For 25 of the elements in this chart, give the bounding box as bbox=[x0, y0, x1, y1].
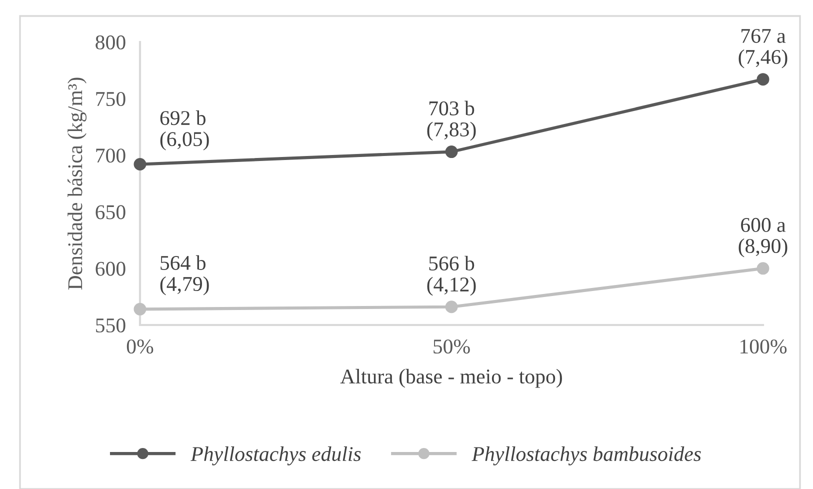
y-axis-title: Densidade básica (kg/m³) bbox=[68, 78, 87, 290]
y-tick-label: 700 bbox=[96, 148, 126, 163]
x-tick-label: 100% bbox=[740, 339, 787, 354]
data-label: 564 b (4,79) bbox=[160, 255, 209, 296]
legend-label: Phyllostachys bambusoides bbox=[472, 446, 701, 466]
point bbox=[756, 73, 770, 86]
y-tick-label: 800 bbox=[96, 35, 126, 50]
x-tick-label: 0% bbox=[126, 339, 154, 354]
legend-label: Phyllostachys edulis bbox=[190, 446, 361, 466]
point bbox=[134, 158, 146, 171]
point bbox=[134, 302, 146, 316]
y-tick-label: 600 bbox=[96, 262, 126, 276]
data-label: 767 a (7,46) bbox=[738, 28, 788, 68]
data-label: 703 b (7,83) bbox=[427, 100, 476, 141]
y-tick-label: 550 bbox=[96, 318, 126, 332]
data-label: 600 a (8,90) bbox=[738, 218, 788, 258]
data-label: 692 b (6,05) bbox=[160, 110, 209, 150]
point bbox=[445, 300, 458, 314]
x-tick-label: 50% bbox=[434, 339, 470, 354]
x-axis-title: Altura (base - meio - topo) bbox=[340, 368, 562, 388]
data-label: 566 b (4,12) bbox=[427, 256, 476, 296]
y-tick-label: 650 bbox=[96, 205, 126, 220]
point bbox=[756, 262, 770, 275]
y-tick-label: 750 bbox=[96, 92, 126, 106]
point bbox=[445, 146, 458, 158]
